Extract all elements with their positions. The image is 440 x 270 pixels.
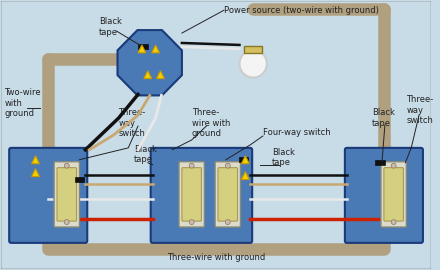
Bar xyxy=(238,157,248,162)
FancyBboxPatch shape xyxy=(9,148,87,243)
Polygon shape xyxy=(152,45,159,53)
FancyBboxPatch shape xyxy=(150,148,252,243)
Circle shape xyxy=(225,163,230,168)
Bar xyxy=(74,177,84,182)
Polygon shape xyxy=(144,71,152,79)
FancyBboxPatch shape xyxy=(218,168,238,221)
Polygon shape xyxy=(138,45,146,53)
Circle shape xyxy=(391,220,396,225)
Bar xyxy=(375,160,385,165)
Circle shape xyxy=(189,220,194,225)
Text: Three-
wire with
ground: Three- wire with ground xyxy=(192,108,230,138)
Polygon shape xyxy=(242,172,249,180)
Text: Power source (two-wire with ground): Power source (two-wire with ground) xyxy=(224,6,379,15)
Text: Black
tape: Black tape xyxy=(99,17,122,37)
Text: Three-
way
switch: Three- way switch xyxy=(118,108,146,138)
FancyBboxPatch shape xyxy=(384,168,403,221)
Polygon shape xyxy=(117,30,182,95)
Polygon shape xyxy=(32,169,40,177)
Circle shape xyxy=(239,50,267,77)
FancyBboxPatch shape xyxy=(54,162,80,227)
Circle shape xyxy=(391,163,396,168)
Text: Three-
way
switch: Three- way switch xyxy=(407,95,433,125)
Polygon shape xyxy=(242,156,249,164)
Bar xyxy=(138,45,148,49)
FancyBboxPatch shape xyxy=(345,148,423,243)
Circle shape xyxy=(64,220,69,225)
Text: Black
tape: Black tape xyxy=(134,145,157,164)
Circle shape xyxy=(189,163,194,168)
Polygon shape xyxy=(157,71,165,79)
Circle shape xyxy=(225,220,230,225)
FancyBboxPatch shape xyxy=(215,162,240,227)
FancyBboxPatch shape xyxy=(179,162,204,227)
Circle shape xyxy=(64,163,69,168)
Text: Two-wire
with
ground: Two-wire with ground xyxy=(4,89,41,118)
Text: Black
tape: Black tape xyxy=(372,108,395,128)
Bar xyxy=(244,46,262,53)
Text: Three-wire with ground: Three-wire with ground xyxy=(167,253,265,262)
Text: Four-way switch: Four-way switch xyxy=(263,128,330,137)
FancyBboxPatch shape xyxy=(381,162,407,227)
FancyBboxPatch shape xyxy=(57,168,77,221)
FancyBboxPatch shape xyxy=(182,168,202,221)
Text: Black
tape: Black tape xyxy=(271,148,294,167)
Polygon shape xyxy=(32,156,40,164)
